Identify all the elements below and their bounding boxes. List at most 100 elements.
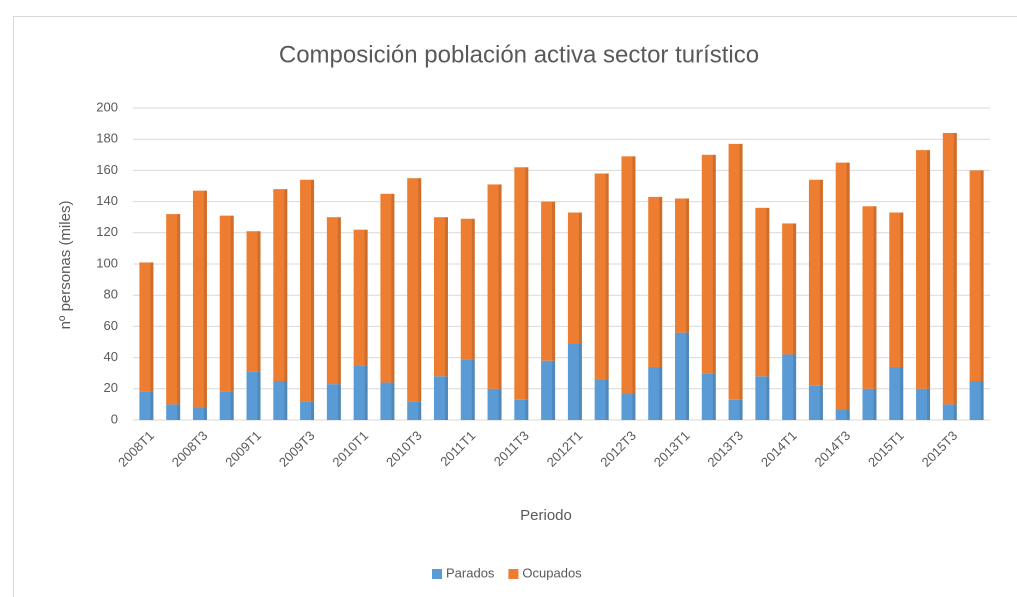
bar-segment	[460, 359, 475, 420]
bar-side	[686, 332, 690, 420]
bar-segment	[353, 365, 368, 420]
bar-segment	[835, 409, 850, 420]
bar-side	[471, 218, 475, 360]
bar-side	[471, 359, 475, 420]
bar-segment	[889, 366, 904, 420]
y-axis-title: nº personas (miles)	[57, 201, 74, 330]
bar-segment	[594, 379, 609, 420]
y-tick-label: 20	[104, 380, 118, 395]
bar-segment	[728, 143, 743, 400]
bar-side	[605, 379, 609, 420]
bar-side	[418, 401, 422, 420]
bar-side	[311, 179, 315, 402]
bar-side	[712, 373, 716, 420]
bar-side	[605, 173, 609, 380]
bar-segment	[433, 376, 448, 420]
legend-swatch	[432, 569, 442, 579]
bar-side	[284, 189, 288, 381]
y-tick-label: 180	[96, 131, 118, 146]
legend-label: Ocupados	[522, 565, 582, 580]
bar-segment	[514, 167, 529, 400]
bar-side	[337, 217, 341, 385]
bar-side	[150, 262, 154, 392]
bar-segment	[300, 179, 315, 402]
bar-side	[793, 223, 797, 355]
chart-title: Composición población activa sector turí…	[279, 41, 759, 68]
bar-segment	[835, 162, 850, 410]
bar-segment	[300, 401, 315, 420]
bar-segment	[487, 388, 502, 420]
bar-segment	[942, 132, 957, 405]
bar-segment	[433, 217, 448, 377]
bar-segment	[969, 170, 984, 381]
bar-segment	[648, 196, 663, 367]
bar-segment	[889, 212, 904, 367]
bar-segment	[139, 391, 154, 420]
bar-side	[739, 399, 743, 420]
bar-segment	[460, 218, 475, 360]
bar-segment	[407, 178, 422, 402]
bar-side	[819, 385, 823, 420]
bar-side	[766, 207, 770, 377]
bar-side	[444, 376, 448, 420]
bar-segment	[916, 150, 931, 389]
bar-segment	[675, 332, 690, 420]
legend-label: Parados	[446, 565, 495, 580]
bar-segment	[567, 343, 582, 420]
bar-side	[686, 198, 690, 333]
bar-segment	[755, 207, 770, 377]
bar-segment	[273, 189, 288, 381]
bar-side	[230, 391, 234, 420]
bar-side	[980, 170, 984, 381]
bar-segment	[192, 190, 207, 408]
bar-side	[578, 343, 582, 420]
bar-segment	[326, 217, 341, 385]
bar-side	[391, 382, 395, 420]
bar-segment	[166, 214, 181, 405]
bar-side	[444, 217, 448, 377]
y-tick-label: 100	[96, 255, 118, 270]
bar-side	[525, 167, 529, 400]
bar-segment	[862, 206, 877, 389]
bar-segment	[701, 373, 716, 420]
bar-side	[203, 190, 207, 408]
bar-segment	[219, 391, 234, 420]
bar-side	[257, 231, 261, 372]
bar-segment	[782, 223, 797, 355]
bar-segment	[567, 212, 582, 344]
x-axis-title: Periodo	[520, 507, 572, 524]
bar-segment	[621, 156, 636, 394]
bar-segment	[139, 262, 154, 392]
bar-side	[953, 132, 957, 405]
bar-segment	[648, 366, 663, 420]
bar-segment	[808, 385, 823, 420]
bar-side	[552, 360, 556, 420]
bar-segment	[246, 231, 261, 372]
bar-side	[364, 365, 368, 420]
bar-segment	[326, 384, 341, 420]
bar-segment	[380, 193, 395, 383]
bar-segment	[514, 399, 529, 420]
bar-segment	[675, 198, 690, 333]
y-tick-label: 80	[104, 287, 118, 302]
bar-segment	[782, 354, 797, 420]
bar-side	[846, 409, 850, 420]
bar-segment	[862, 388, 877, 420]
bar-side	[953, 404, 957, 420]
bar-segment	[755, 376, 770, 420]
bar-side	[498, 184, 502, 389]
bar-side	[284, 381, 288, 420]
y-tick-label: 160	[96, 162, 118, 177]
bar-segment	[916, 388, 931, 420]
y-tick-label: 0	[111, 411, 118, 426]
bar-side	[873, 206, 877, 389]
bar-side	[766, 376, 770, 420]
bar-side	[900, 366, 904, 420]
bar-segment	[728, 399, 743, 420]
bar-segment	[353, 229, 368, 366]
bar-side	[846, 162, 850, 410]
bar-segment	[969, 381, 984, 420]
bar-side	[311, 401, 315, 420]
